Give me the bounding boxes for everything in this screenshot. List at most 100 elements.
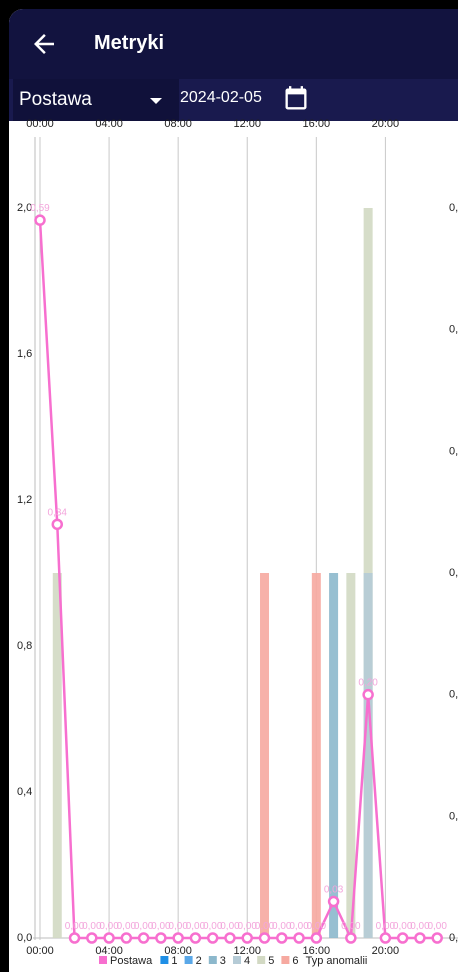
postawa-data-label: 0,00 <box>289 921 309 932</box>
postawa-point <box>103 932 115 944</box>
postawa-data-label: 0,00 <box>427 921 447 932</box>
postawa-data-label: 0,00 <box>99 921 119 932</box>
anomaly-bar <box>52 573 62 938</box>
legend-label: 6 <box>292 955 298 967</box>
x-tick-label: 16:00 <box>303 945 331 957</box>
y-right-tick-label: 0, <box>449 445 458 457</box>
legend-swatch <box>184 956 193 964</box>
anomaly-bar <box>260 573 270 938</box>
postawa-data-label: 0,00 <box>186 921 206 932</box>
postawa-data-label: 0,00 <box>117 921 137 932</box>
legend-swatch <box>208 956 217 964</box>
legend-swatch <box>281 956 290 964</box>
legend-label: 5 <box>268 955 274 967</box>
metric-dropdown[interactable]: Postawa <box>13 79 179 121</box>
metric-dropdown-label: Postawa <box>19 89 92 110</box>
postawa-data-label: 0,00 <box>134 921 154 932</box>
postawa-point <box>431 932 443 944</box>
postawa-data-label: 0,00 <box>238 921 258 932</box>
legend-swatch <box>160 956 169 964</box>
postawa-point <box>241 932 253 944</box>
postawa-point <box>86 932 98 944</box>
legend-label: Postawa <box>110 955 153 967</box>
y-tick-label: 2,0 <box>17 202 32 214</box>
y-tick-label: 1,6 <box>17 348 32 360</box>
postawa-line <box>38 220 438 943</box>
x-tick-label-top: 16:00 <box>303 118 331 130</box>
postawa-point <box>327 895 340 908</box>
y-right-tick-label: 0, <box>449 810 458 822</box>
calendar-icon[interactable] <box>282 84 310 114</box>
postawa-point <box>189 932 202 944</box>
x-tick-label: 08:00 <box>164 945 192 957</box>
legend-label: 2 <box>196 955 202 967</box>
postawa-data-label: 0,00 <box>393 921 413 932</box>
y-right-tick-label: 0, <box>449 567 458 579</box>
postawa-point <box>276 932 288 944</box>
x-tick-label: 00:00 <box>26 945 54 957</box>
postawa-data-label: 0,03 <box>324 885 344 896</box>
legend-label: 3 <box>220 955 226 967</box>
postawa-data-label: 0,59 <box>30 203 50 214</box>
postawa-point <box>51 518 64 531</box>
postawa-point <box>68 932 81 944</box>
legend-swatch <box>233 956 241 964</box>
y-right-tick-label: 0, <box>449 689 458 701</box>
postawa-point <box>414 932 426 944</box>
y-right-tick-label: 0, <box>449 324 458 336</box>
x-tick-label-top: 20:00 <box>372 118 400 130</box>
postawa-point <box>310 932 323 944</box>
postawa-data-label: 0,34 <box>48 507 68 518</box>
screen: Metryki Postawa 2024-02-05 00:00 00:00 04:… <box>9 9 458 972</box>
postawa-point <box>293 932 305 944</box>
postawa-data-label: 0,00 <box>307 921 327 932</box>
postawa-point <box>345 932 357 944</box>
postawa-point <box>172 932 184 944</box>
legend-label: 4 <box>244 955 250 967</box>
x-tick-label: 04:00 <box>95 945 123 957</box>
postawa-point <box>396 932 409 944</box>
postawa-data-label: 0,00 <box>203 921 223 932</box>
postawa-point <box>206 932 219 944</box>
postawa-point <box>362 688 374 701</box>
postawa-data-label: 0,00 <box>410 921 430 932</box>
anomaly-bar <box>311 573 321 938</box>
legend-label: 1 <box>171 955 177 967</box>
app-bar: Metryki <box>9 9 458 79</box>
postawa-point <box>258 932 271 944</box>
postawa-data-label: 0,00 <box>255 921 275 932</box>
x-tick-label: 12:00 <box>233 945 261 957</box>
anomaly-bar <box>329 573 339 938</box>
y-tick-label: 0,4 <box>17 786 32 798</box>
x-tick-label-top: 04:00 <box>95 118 123 130</box>
postawa-point <box>137 932 150 944</box>
chevron-down-icon <box>150 98 162 104</box>
postawa-data-label: 0,00 <box>272 921 292 932</box>
postawa-point <box>224 932 236 944</box>
postawa-point <box>34 214 46 226</box>
postawa-data-label: 0,00 <box>376 921 396 932</box>
postawa-data-label: 0,00 <box>220 921 240 932</box>
postawa-data-label: 0,00 <box>168 921 188 932</box>
x-tick-label-top: 12:00 <box>233 118 261 130</box>
x-tick-label-top: 08:00 <box>164 118 192 130</box>
arrow-left-icon[interactable] <box>29 29 59 59</box>
page-title: Metryki <box>94 32 165 54</box>
postawa-point <box>120 932 133 944</box>
y-right-tick-label: 0, <box>449 932 458 944</box>
y-tick-label: 0,0 <box>17 932 32 944</box>
postawa-data-label: 0,00 <box>65 921 85 932</box>
anomaly-bar <box>346 573 356 938</box>
postawa-data-label: 0,00 <box>151 921 171 932</box>
y-tick-label: 0,8 <box>17 640 32 652</box>
legend-label: Typ anomalii <box>306 955 368 967</box>
x-tick-label-top: 00:00 <box>26 118 54 130</box>
y-right-tick-label: 0, <box>449 202 458 214</box>
postawa-point <box>155 932 167 944</box>
postawa-data-label: 0,00 <box>341 921 361 932</box>
legend-swatch <box>99 956 107 964</box>
date-field[interactable]: 2024-02-05 <box>180 89 262 106</box>
x-tick-label: 20:00 <box>372 945 400 957</box>
metrics-chart: 00:00 00:00 04:00 04:00 08:00 08:00 12:00 12:00… <box>17 118 458 967</box>
